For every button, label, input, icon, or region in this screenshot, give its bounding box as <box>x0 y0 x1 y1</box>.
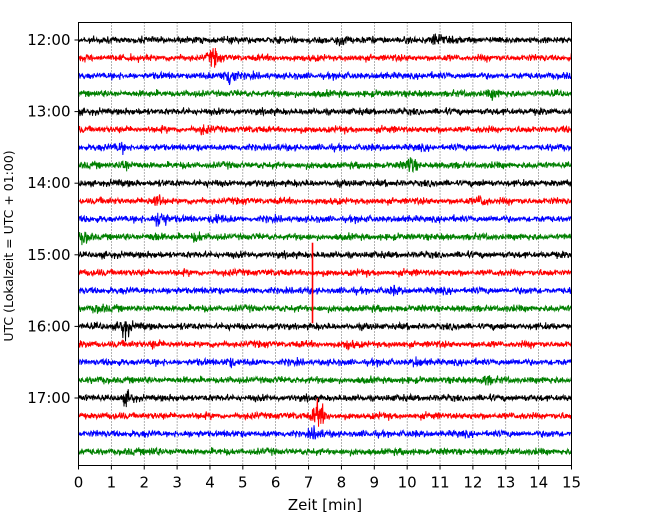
x-tick-label: 4 <box>205 474 215 492</box>
trace-row <box>78 47 572 68</box>
y-tick-label: 14:00 <box>27 174 70 192</box>
x-tick-label: 14 <box>529 474 548 492</box>
y-tick-label: 13:00 <box>27 103 70 121</box>
trace-row <box>78 446 572 457</box>
trace-row <box>78 250 572 261</box>
trace-row <box>78 141 572 155</box>
x-axis-label: Zeit [min] <box>288 496 362 514</box>
trace-row <box>78 177 572 189</box>
y-tick-label: 16:00 <box>27 317 70 335</box>
x-tick-label: 13 <box>496 474 515 492</box>
trace-row <box>78 389 572 408</box>
x-tick-label: 9 <box>370 474 380 492</box>
trace-row <box>78 157 572 174</box>
trace-row <box>78 70 572 86</box>
x-tick-label: 7 <box>304 474 314 492</box>
trace-row <box>78 284 572 297</box>
x-tick-label: 11 <box>430 474 449 492</box>
seismogram-traces <box>78 33 572 457</box>
x-tick-label: 8 <box>337 474 347 492</box>
trace-row <box>78 397 572 427</box>
y-tick-label: 17:00 <box>27 389 70 407</box>
plot-frame <box>78 22 572 466</box>
trace-row <box>78 231 572 246</box>
trace-row <box>78 375 572 386</box>
x-tick-label: 3 <box>172 474 182 492</box>
trace-row <box>78 194 572 207</box>
trace-row <box>78 88 572 101</box>
y-tick-label: 15:00 <box>27 246 70 264</box>
trace-row <box>78 212 572 227</box>
x-tick-label: 15 <box>562 474 581 492</box>
x-tick-label: 6 <box>271 474 281 492</box>
x-tick-label: 10 <box>398 474 417 492</box>
trace-row <box>78 124 572 136</box>
minute-gridlines <box>111 22 539 466</box>
x-tick-label: 12 <box>463 474 482 492</box>
x-tick-label: 5 <box>238 474 248 492</box>
trace-row <box>78 303 572 314</box>
trace-row <box>78 356 572 369</box>
trace-row <box>78 106 572 117</box>
trace-row <box>78 320 572 342</box>
trace-row <box>78 33 572 47</box>
trace-row <box>78 425 572 440</box>
y-tick-label: 12:00 <box>27 31 70 49</box>
y-axis-label: UTC (Lokalzeit = UTC + 01:00) <box>1 150 16 341</box>
y-axis: 12:00 13:00 14:00 15:00 16:00 17:00 <box>27 31 79 407</box>
trace-row <box>78 339 572 351</box>
x-axis: 0 1 2 3 4 5 6 7 8 9 10 11 12 13 14 15 <box>74 465 581 492</box>
x-tick-label: 1 <box>107 474 117 492</box>
trace-row <box>78 267 572 278</box>
x-tick-label: 0 <box>74 474 84 492</box>
x-tick-label: 2 <box>139 474 149 492</box>
